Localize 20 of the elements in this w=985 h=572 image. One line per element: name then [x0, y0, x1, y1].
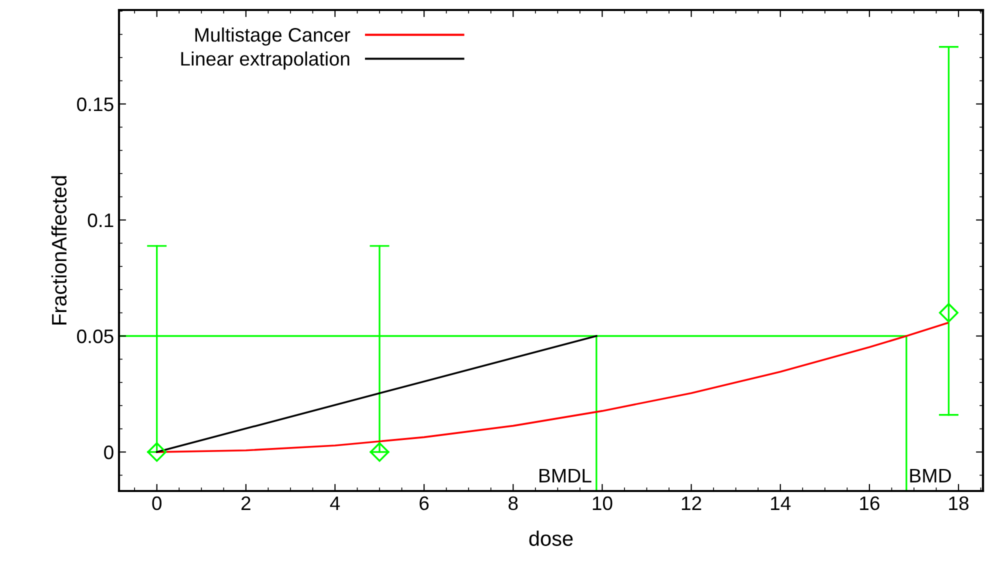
y-tick-label: 0.15: [77, 97, 114, 112]
x-tick-label: 12: [682, 496, 702, 510]
legend-label: Linear extrapolation: [181, 51, 350, 70]
y-tick-label: 0: [104, 445, 114, 460]
y-axis-title: FractionAffected: [51, 176, 67, 324]
x-tick-label: 2: [242, 496, 250, 510]
x-tick-label: 18: [949, 496, 968, 510]
legend-label: Multistage Cancer: [195, 28, 350, 46]
ref-line-label: BMD: [910, 468, 951, 482]
x-tick-label: 6: [420, 496, 429, 510]
x-tick-label: 14: [771, 496, 791, 510]
y-tick-label: 0.05: [77, 329, 114, 344]
ref-line-label: BMDL: [540, 468, 592, 482]
x-tick-label: 8: [508, 496, 518, 510]
x-tick-label: 0: [152, 496, 162, 510]
x-tick-label: 10: [592, 496, 612, 510]
x-tick-label: 16: [860, 496, 880, 510]
y-tick-label: 0.1: [88, 213, 114, 228]
x-tick-label: 4: [330, 496, 340, 510]
x-axis-title: dose: [529, 530, 573, 546]
